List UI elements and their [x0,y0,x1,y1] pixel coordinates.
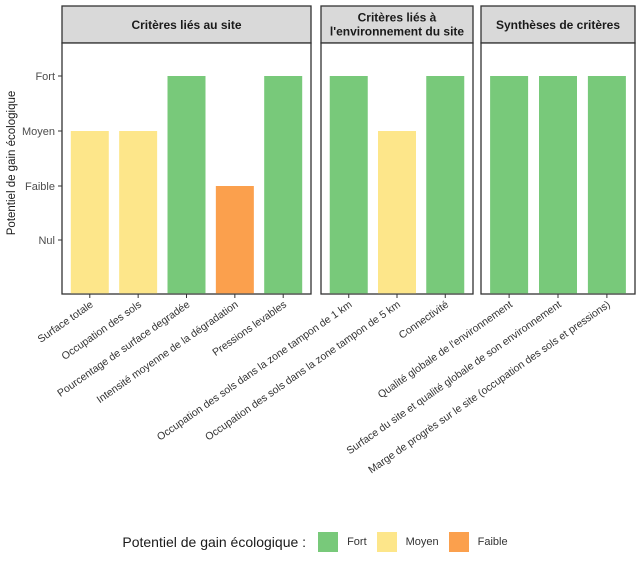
x-tick-label: Occupation des sols dans la zone tampon … [203,298,403,443]
faceted-bar-chart: Potentiel de gain écologique Fort Moyen Fa… [6,5,636,476]
facet-title: l'environnement du site [330,25,465,39]
bar [264,76,303,294]
x-tick-label: Connectivité [397,299,451,342]
facet-title: Critères liés à [358,11,437,25]
legend-label-faible: Faible [477,536,508,548]
bar [119,131,158,294]
legend-label-moyen: Moyen [405,536,439,548]
bar [329,76,368,294]
x-tick-label: Occupation des sols [60,299,144,363]
facet-strip [320,5,474,44]
facet-title: Synthèses de critères [496,18,620,32]
bar [587,76,626,294]
legend-swatch-faible [448,532,469,552]
legend-title: Potentiel de gain écologique : [122,534,307,550]
y-axis-title: Potentiel de gain écologique [6,91,18,236]
bar [378,131,416,294]
facet-strip [480,5,636,44]
legend-swatch-fort [318,532,339,552]
y-tick-label: Faible [25,181,55,193]
legend-swatch-moyen [376,532,397,552]
y-tick-label: Moyen [22,126,55,138]
facet-strip [61,5,312,44]
legend-label-fort: Fort [347,536,367,548]
facet-title: Critères liés au site [131,18,241,32]
bar [215,186,254,294]
bar [490,76,529,294]
y-tick-label: Fort [35,71,55,83]
y-tick-label: Nul [38,235,55,247]
bar [426,76,465,294]
bar [539,76,577,294]
legend-item-moyen: Moyen [376,532,439,552]
legend-item-fort: Fort [318,532,367,552]
legend: Potentiel de gain écologique : Fort Moye… [0,527,640,557]
bar [167,76,206,294]
legend-item-faible: Faible [448,532,508,552]
bar [70,131,109,294]
